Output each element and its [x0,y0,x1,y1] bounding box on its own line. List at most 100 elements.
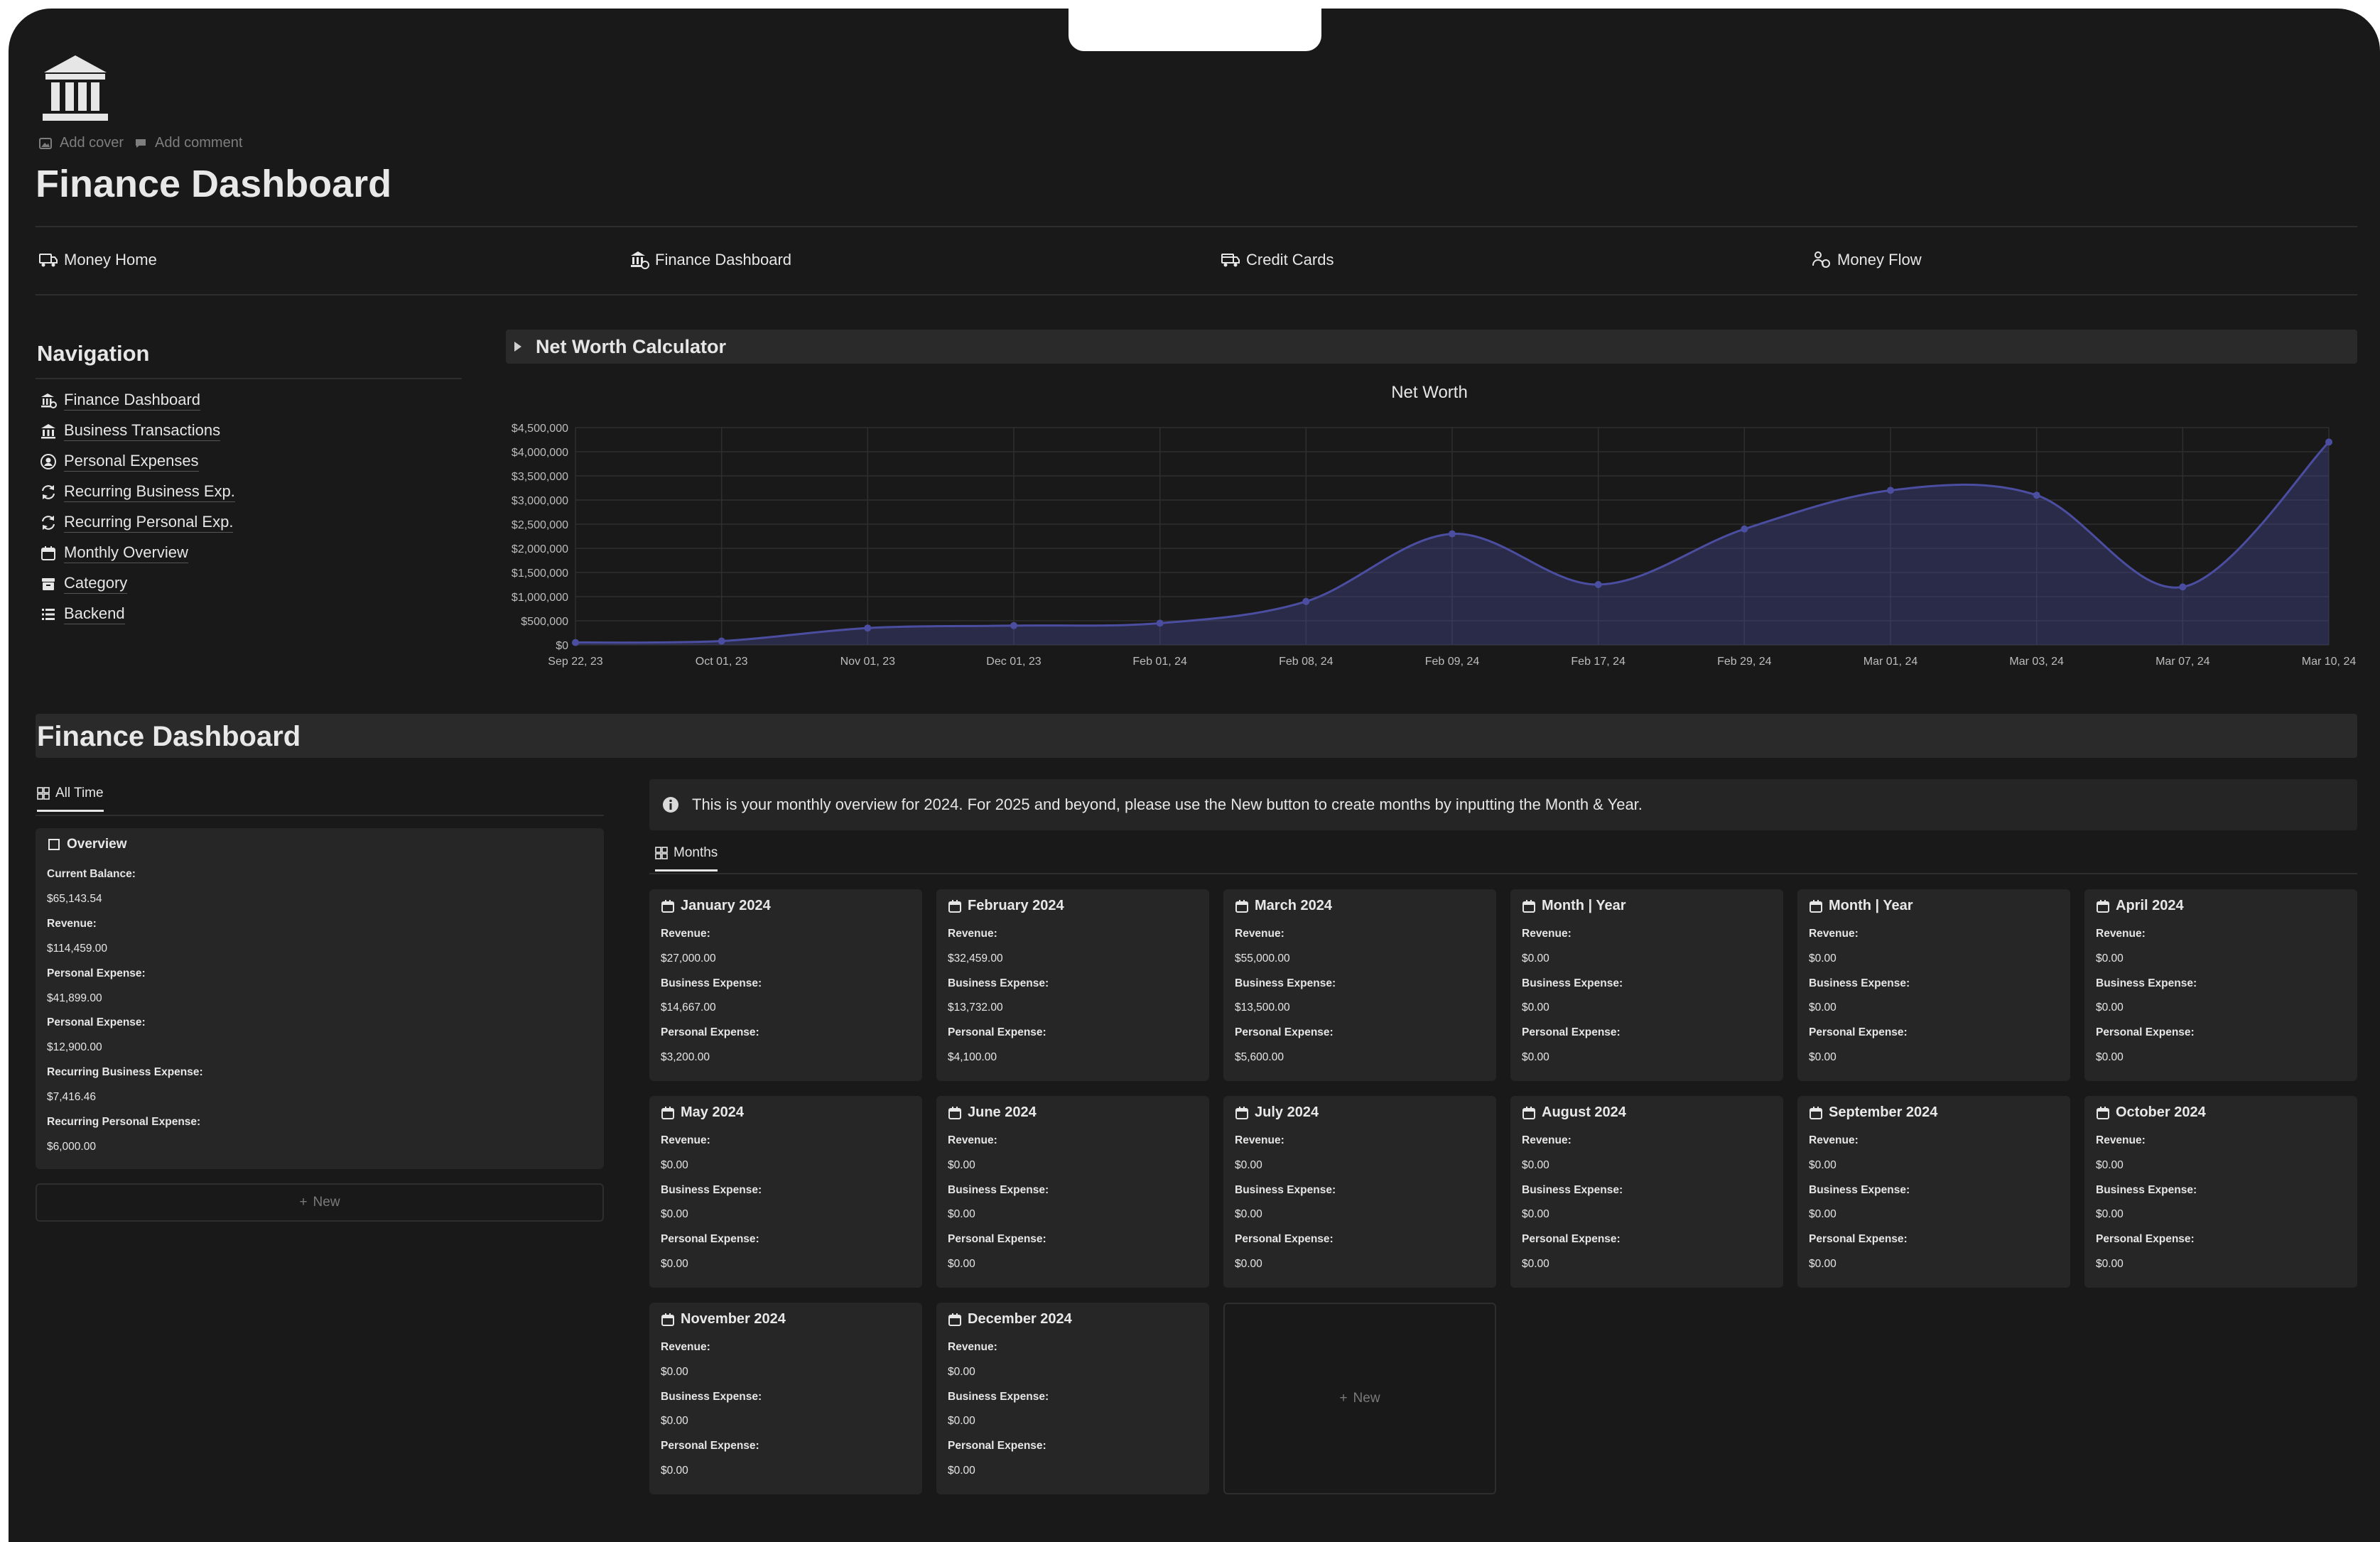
month-name: November 2024 [681,1311,786,1327]
month-title: July 2024 [1235,1104,1319,1121]
business-expense-value: $0.00 [1809,1208,1837,1220]
prop-label: Personal Expense: [948,1233,1046,1245]
nav-item-personal-expenses[interactable]: Personal Expenses [40,452,199,472]
add-cover-button[interactable]: Add cover [38,135,124,151]
month-card[interactable]: November 2024 Revenue: $0.00 Business Expen… [649,1303,922,1494]
overview-title: Overview [47,837,127,852]
month-card[interactable]: April 2024 Revenue: $0.00 Business Expense:… [2084,889,2357,1081]
y-tick-label: $1,000,000 [512,592,568,604]
revenue-value: $0.00 [1809,1159,1837,1171]
personal-expense-value: $0.00 [1522,1258,1549,1270]
month-card[interactable]: Month | Year Revenue: $0.00 Business Expens… [1510,889,1783,1081]
nav-item-label: Personal Expenses [64,452,199,472]
prop-label: Personal Expense: [661,1440,759,1452]
new-overview-button[interactable]: + New [36,1183,604,1222]
month-name: June 2024 [968,1104,1037,1120]
top-link-finance-dashboard[interactable]: Finance Dashboard [629,250,791,270]
personal-expense-value: $0.00 [1809,1051,1837,1063]
month-title: March 2024 [1235,898,1332,914]
nav-item-backend[interactable]: Backend [40,604,125,624]
page-title: Finance Dashboard [36,163,392,205]
nav-item-finance-dashboard[interactable]: Finance Dashboard [40,391,201,411]
month-card[interactable]: July 2024 Revenue: $0.00 Business Expense: $… [1223,1096,1496,1288]
business-expense-value: $0.00 [661,1208,688,1220]
new-month-button[interactable]: + New [1223,1303,1496,1494]
nav-item-label: Monthly Overview [64,543,188,563]
month-name: July 2024 [1255,1104,1319,1120]
nav-item-business-transactions[interactable]: Business Transactions [40,421,221,441]
calendar-icon [948,1106,961,1119]
month-card[interactable]: February 2024 Revenue: $32,459.00 Business … [936,889,1209,1081]
divider [36,815,604,816]
revenue-value: $0.00 [948,1159,975,1171]
month-name: May 2024 [681,1104,744,1120]
refresh-icon [41,516,55,530]
image-icon [39,137,52,149]
top-link-credit-cards[interactable]: Credit Cards [1221,250,1334,270]
prop-label: Business Expense: [1235,977,1336,989]
y-tick-label: $4,500,000 [512,423,568,435]
prop-label: Revenue: [2096,1134,2146,1146]
prop-label: Revenue: [1809,1134,1859,1146]
gallery-icon [655,847,668,859]
top-link-label: Money Flow [1837,251,1922,268]
prop-value: $12,900.00 [47,1041,102,1053]
month-title: September 2024 [1809,1104,1937,1121]
month-name: Month | Year [1542,898,1626,913]
divider [649,873,2357,874]
calendar-icon [948,899,961,913]
prop-label: Business Expense: [661,1391,762,1403]
tab-all-time[interactable]: All Time [37,786,104,812]
prop-label: Recurring Personal Expense: [47,1116,201,1128]
business-expense-value: $0.00 [1522,1208,1549,1220]
y-tick-label: $4,000,000 [512,447,568,459]
business-expense-value: $0.00 [948,1415,975,1427]
revenue-value: $0.00 [2096,1159,2124,1171]
chart-title: Net Worth [1391,383,1468,402]
top-link-money-home[interactable]: Money Home [38,250,157,270]
business-expense-value: $0.00 [948,1208,975,1220]
revenue-value: $0.00 [1522,1159,1549,1171]
month-card[interactable]: June 2024 Revenue: $0.00 Business Expense: $… [936,1096,1209,1288]
business-expense-value: $0.00 [1809,1001,1837,1014]
month-name: March 2024 [1255,898,1332,913]
x-tick-label: Mar 07, 24 [2155,656,2210,668]
data-point [572,639,579,646]
money-truck-icon [39,254,58,267]
month-card[interactable]: December 2024 Revenue: $0.00 Business Expen… [936,1303,1209,1494]
nav-item-monthly-overview[interactable]: Monthly Overview [40,543,188,563]
nav-item-category[interactable]: Category [40,574,128,594]
y-tick-label: $2,500,000 [512,519,568,531]
month-card[interactable]: May 2024 Revenue: $0.00 Business Expense: $0… [649,1096,922,1288]
prop-label: Revenue: [1235,928,1284,940]
bank-building-icon[interactable] [36,50,115,129]
top-link-money-flow[interactable]: Money Flow [1812,250,1922,270]
nav-item-recurring-business[interactable]: Recurring Business Exp. [40,482,235,502]
add-comment-button[interactable]: Add comment [134,135,242,151]
month-card[interactable]: August 2024 Revenue: $0.00 Business Expense… [1510,1096,1783,1288]
month-title: December 2024 [948,1311,1072,1327]
month-title: Month | Year [1522,898,1626,914]
prop-label: Business Expense: [1522,1184,1623,1196]
nav-item-recurring-personal[interactable]: Recurring Personal Exp. [40,513,234,533]
tab-months[interactable]: Months [655,845,718,872]
overview-card[interactable]: Overview Current Balance: $65,143.54 Rev… [36,828,604,1169]
month-title: October 2024 [2096,1104,2206,1121]
month-card[interactable]: March 2024 Revenue: $55,000.00 Business Exp… [1223,889,1496,1081]
month-card[interactable]: October 2024 Revenue: $0.00 Business Expens… [2084,1096,2357,1288]
month-card[interactable]: Month | Year Revenue: $0.00 Business Expens… [1797,889,2070,1081]
gallery-icon [37,787,50,800]
card-truck-icon [1221,254,1240,267]
callout-text: This is your monthly overview for 2024. … [692,796,1643,813]
calendar-icon [2097,899,2109,913]
prop-label: Revenue: [948,1341,997,1353]
net-worth-calculator-toggle[interactable]: Net Worth Calculator [506,330,2357,364]
month-name: October 2024 [2116,1104,2206,1120]
prop-label: Revenue: [47,918,97,930]
month-card[interactable]: January 2024 Revenue: $27,000.00 Business E… [649,889,922,1081]
month-title: May 2024 [661,1104,744,1121]
month-card[interactable]: September 2024 Revenue: $0.00 Business Expe… [1797,1096,2070,1288]
bank-money-icon [631,251,649,269]
y-tick-label: $3,500,000 [512,471,568,483]
revenue-value: $55,000.00 [1235,952,1290,965]
